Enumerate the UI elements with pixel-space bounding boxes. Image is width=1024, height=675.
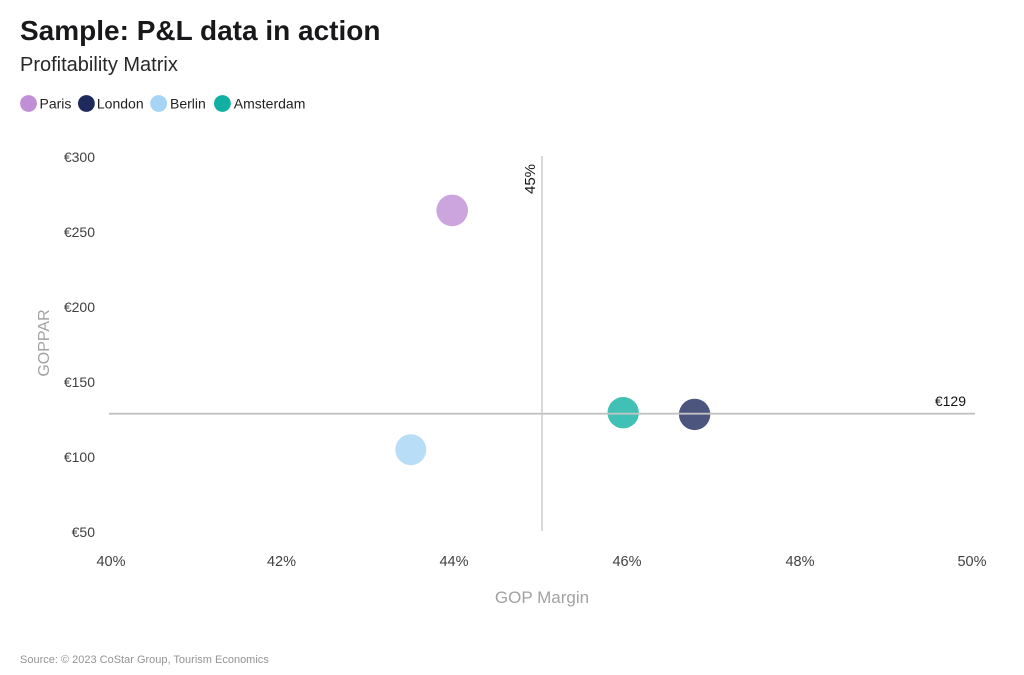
svg-text:€200: €200	[64, 299, 95, 315]
svg-text:€300: €300	[64, 149, 95, 165]
svg-text:Sample: P&L data in action: Sample: P&L data in action	[20, 15, 380, 46]
svg-text:44%: 44%	[439, 554, 468, 570]
svg-text:London: London	[97, 96, 144, 112]
svg-text:40%: 40%	[96, 554, 125, 570]
svg-text:Paris: Paris	[40, 96, 72, 112]
svg-text:Amsterdam: Amsterdam	[234, 96, 306, 112]
svg-text:48%: 48%	[785, 554, 814, 570]
svg-text:€100: €100	[64, 449, 95, 465]
svg-text:€250: €250	[64, 224, 95, 240]
svg-text:GOPPAR: GOPPAR	[36, 309, 53, 376]
svg-text:€129: €129	[935, 393, 966, 409]
svg-text:45%: 45%	[522, 164, 539, 194]
svg-text:50%: 50%	[957, 554, 986, 570]
svg-text:Profitability Matrix: Profitability Matrix	[20, 54, 178, 76]
svg-text:42%: 42%	[267, 554, 296, 570]
svg-text:€150: €150	[64, 374, 95, 390]
svg-text:46%: 46%	[612, 554, 641, 570]
svg-text:Source: © 2023 CoStar Group, T: Source: © 2023 CoStar Group, Tourism Eco…	[20, 654, 269, 666]
svg-text:GOP Margin: GOP Margin	[495, 588, 589, 607]
svg-text:Berlin: Berlin	[170, 96, 206, 112]
svg-text:€50: €50	[72, 524, 96, 540]
